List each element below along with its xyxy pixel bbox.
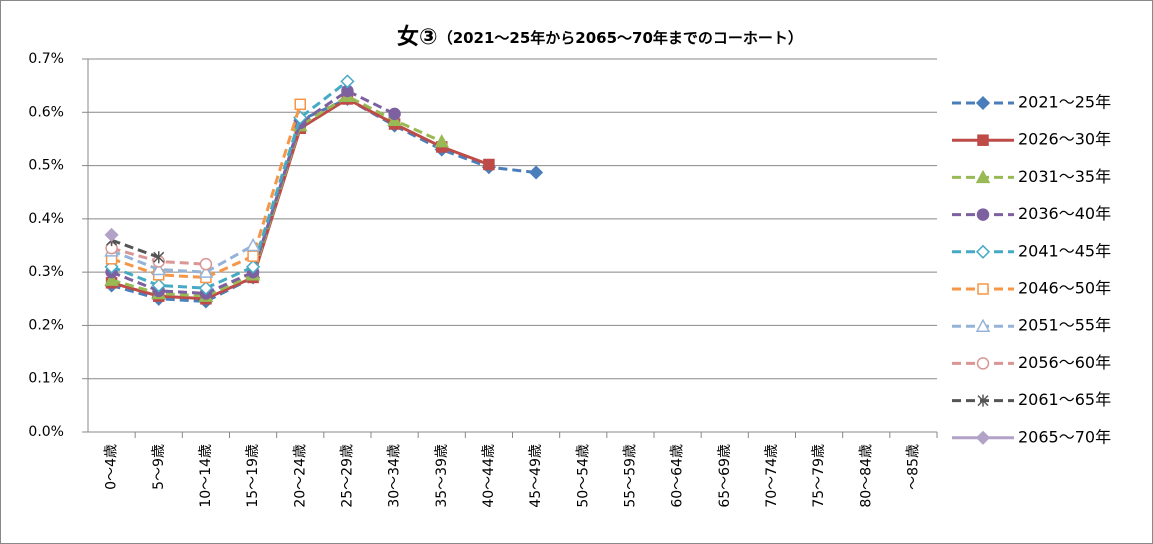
y-tick-label: 0.3%: [28, 264, 64, 280]
marker: [388, 107, 401, 121]
legend-label: 2026～30年: [1018, 130, 1111, 149]
y-tick-label: 0.1%: [28, 371, 64, 387]
subtitle: （2021～25年から2065～70年までのコーホート）: [438, 29, 803, 47]
marker: [975, 430, 991, 445]
marker: [198, 281, 213, 296]
x-tick-label: 60～64歳: [670, 444, 686, 508]
x-tick-label: 75～79歳: [811, 444, 827, 508]
series-line: [111, 97, 537, 303]
legend-label: 2051～55年: [1018, 316, 1111, 335]
y-tick-label: 0.6%: [28, 104, 64, 120]
marker: [104, 272, 119, 286]
marker: [246, 259, 261, 274]
marker: [198, 264, 214, 278]
x-tick-label: 65～69歳: [717, 444, 733, 508]
x-tick-label: 40～44歳: [481, 444, 497, 508]
series-line: [111, 103, 302, 279]
legend-label: 2031～35年: [1018, 167, 1111, 186]
x-tick-label: 5～9歳: [151, 444, 167, 490]
marker: [247, 250, 259, 262]
marker: [199, 257, 213, 271]
x-tick-label: ～85歳: [905, 444, 921, 490]
legend-label: 2041～45年: [1018, 241, 1111, 260]
legend-label: 2061～65年: [1018, 390, 1111, 409]
marker: [340, 74, 355, 89]
marker: [294, 98, 306, 111]
legend-label: 2056～60年: [1018, 353, 1111, 372]
x-tick-label: 35～39歳: [434, 444, 450, 508]
marker: [434, 134, 450, 148]
marker: [153, 251, 165, 264]
x-tick-label: 50～54歳: [575, 444, 591, 508]
x-tick-label: 10～14歳: [198, 444, 214, 508]
y-tick-label: 0.4%: [28, 211, 64, 227]
x-tick-label: 45～49歳: [528, 444, 544, 508]
series-line: [111, 244, 254, 274]
x-tick-label: 70～74歳: [764, 444, 780, 508]
marker: [975, 95, 991, 111]
marker: [975, 318, 991, 332]
series-line: [111, 80, 349, 290]
y-tick-label: 0.2%: [28, 317, 64, 333]
marker: [529, 165, 544, 180]
legend-label: 2036～40年: [1018, 204, 1111, 223]
marker: [976, 208, 990, 221]
title: 女③: [397, 24, 438, 50]
marker: [975, 169, 991, 184]
marker: [245, 237, 261, 252]
marker: [977, 134, 989, 146]
x-tick-label: 0～4歳: [104, 444, 120, 490]
y-tick-label: 0.5%: [28, 158, 64, 174]
marker: [104, 227, 119, 242]
y-tick-label: 0.7%: [28, 51, 64, 67]
marker: [976, 357, 990, 370]
marker: [975, 244, 991, 259]
legend-label: 2065～70年: [1018, 427, 1111, 446]
x-tick-label: 30～34歳: [387, 444, 403, 508]
x-tick-label: 25～29歳: [339, 444, 355, 508]
x-tick-label: 15～19歳: [245, 444, 261, 508]
x-tick-label: 80～84歳: [858, 444, 874, 508]
legend-label: 2046～50年: [1018, 279, 1111, 298]
marker: [151, 261, 167, 276]
x-tick-label: 20～24歳: [292, 444, 308, 508]
marker: [977, 394, 989, 407]
chart-title: 女③（2021～25年から2065～70年までのコーホート）: [397, 24, 803, 50]
y-tick-label: 0.0%: [28, 424, 64, 440]
series-line: [111, 238, 160, 259]
legend-label: 2021～25年: [1018, 93, 1111, 112]
x-tick-label: 55～59歳: [622, 444, 638, 508]
marker: [151, 278, 166, 293]
marker: [483, 158, 495, 171]
marker: [977, 283, 989, 295]
